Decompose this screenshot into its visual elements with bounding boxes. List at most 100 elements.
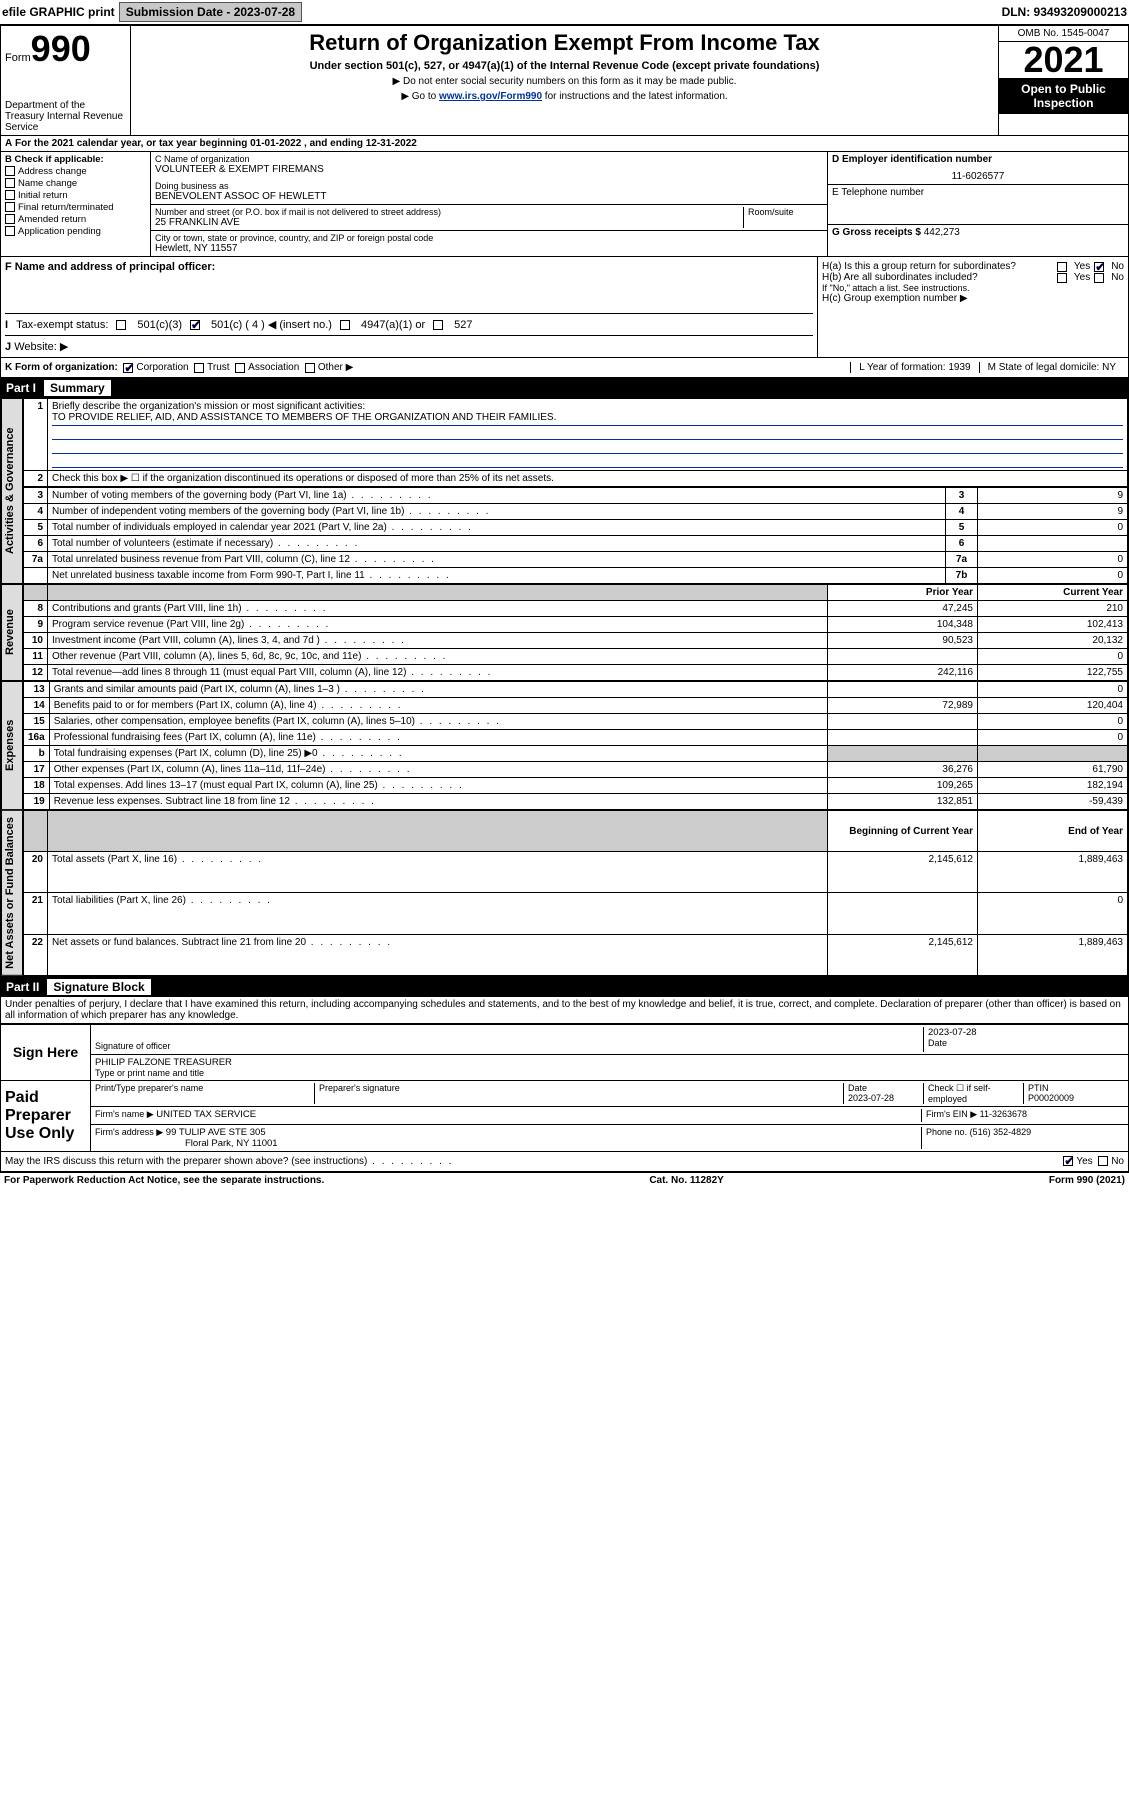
cb-label-initial: Initial return [18,190,68,201]
table-row: 10Investment income (Part VIII, column (… [24,633,1128,649]
table-row: 22Net assets or fund balances. Subtract … [24,934,1128,975]
checkbox-trust[interactable] [194,363,204,373]
gross-label: G Gross receipts $ [832,227,921,238]
form-label: Form [5,52,31,64]
assoc-label: Association [248,362,299,373]
checkbox-other[interactable] [305,363,315,373]
form-header: Form990 Department of the Treasury Inter… [0,25,1129,136]
part1-num: Part I [6,381,36,395]
ein-label: D Employer identification number [832,154,992,165]
check-self-employed: Check ☐ if self-employed [924,1083,1024,1104]
firm-addr-label: Firm's address ▶ [95,1127,163,1137]
checkbox-final[interactable] [5,202,15,212]
checkbox-hb-no[interactable] [1094,273,1104,283]
room-label: Room/suite [748,207,823,217]
checkbox-amended[interactable] [5,214,15,224]
prep-sig-label: Preparer's signature [315,1083,844,1104]
table-row: 3Number of voting members of the governi… [24,488,1128,504]
line-i-label: I [5,319,8,331]
checkbox-corp[interactable] [123,363,133,373]
dba-label: Doing business as [155,181,823,191]
table-row: 17Other expenses (Part IX, column (A), l… [24,762,1128,778]
top-toolbar: efile GRAPHIC print Submission Date - 20… [0,0,1129,25]
table-row: 20Total assets (Part X, line 16)2,145,61… [24,852,1128,893]
prep-name-label: Print/Type preparer's name [95,1083,315,1104]
form-subtitle: Under section 501(c), 527, or 4947(a)(1)… [135,60,994,72]
hb-yes: Yes [1074,272,1090,283]
checkbox-ha-no[interactable] [1094,262,1104,272]
line2-desc: Check this box ▶ ☐ if the organization d… [48,471,1128,487]
checkbox-501c[interactable] [190,320,200,330]
form-note-ssn: ▶ Do not enter social security numbers o… [135,76,994,87]
footer-left: For Paperwork Reduction Act Notice, see … [4,1175,324,1186]
type-name-label: Type or print name and title [95,1068,1124,1078]
hc-label: H(c) Group exemption number ▶ [822,293,1124,304]
checkbox-ha-yes[interactable] [1057,262,1067,272]
org-dba: BENEVOLENT ASSOC OF HEWLETT [155,191,823,202]
irs-no: No [1111,1156,1124,1167]
table-row: 8Contributions and grants (Part VIII, li… [24,601,1128,617]
checkbox-initial[interactable] [5,190,15,200]
vtab-net-assets: Net Assets or Fund Balances [1,810,23,976]
ha-no: No [1111,261,1124,272]
gross-value: 442,273 [924,227,960,238]
part1-title: Summary [44,380,111,396]
page-footer: For Paperwork Reduction Act Notice, see … [0,1172,1129,1188]
section-h: H(a) Is this a group return for subordin… [818,257,1128,357]
dept-treasury: Department of the Treasury Internal Reve… [5,100,126,133]
ptin-label: PTIN [1028,1083,1049,1093]
4947-label: 4947(a)(1) or [361,319,425,331]
table-row: 16aProfessional fundraising fees (Part I… [24,730,1128,746]
checkbox-501c3[interactable] [116,320,126,330]
501c-label: 501(c) ( 4 ) ◀ (insert no.) [211,318,332,331]
line-k: K Form of organization: Corporation Trus… [0,358,1129,378]
line-k-label: K Form of organization: [5,362,118,373]
goto-pre: ▶ Go to [401,91,439,102]
phone-value: (516) 352-4829 [970,1127,1032,1137]
open-inspection: Open to Public Inspection [999,78,1128,114]
table-row: 9Program service revenue (Part VIII, lin… [24,617,1128,633]
checkbox-address-change[interactable] [5,166,15,176]
checkbox-irs-yes[interactable] [1063,1156,1073,1166]
officer-label: F Name and address of principal officer: [5,261,215,273]
checkbox-hb-yes[interactable] [1057,273,1067,283]
part1-header: Part I Summary [0,378,1129,398]
table-row: 11Other revenue (Part VIII, column (A), … [24,649,1128,665]
irs-link[interactable]: www.irs.gov/Form990 [439,91,542,102]
line1-num: 1 [24,399,48,471]
form-title: Return of Organization Exempt From Incom… [135,30,994,56]
submission-date-button[interactable]: Submission Date - 2023-07-28 [119,2,302,22]
checkbox-assoc[interactable] [235,363,245,373]
website-label: Website: ▶ [14,341,68,353]
firm-ein-label: Firm's EIN ▶ [926,1109,977,1119]
section-c-name: C Name of organization VOLUNTEER & EXEMP… [151,152,828,256]
ein-value: 11-6026577 [832,171,1124,182]
goto-post: for instructions and the latest informat… [542,91,728,102]
other-label: Other ▶ [318,362,353,373]
phone-label: E Telephone number [832,187,924,198]
checkbox-4947[interactable] [340,320,350,330]
firm-addr1: 99 TULIP AVE STE 305 [166,1127,266,1138]
mission-text: TO PROVIDE RELIEF, AID, AND ASSISTANCE T… [52,412,1123,426]
checkbox-irs-no[interactable] [1098,1156,1108,1166]
section-b-check: B Check if applicable: Address change Na… [1,152,151,256]
city-label: City or town, state or province, country… [155,233,823,243]
section-b-label: B Check if applicable: [5,154,104,165]
checkbox-name-change[interactable] [5,178,15,188]
ha-label: H(a) Is this a group return for subordin… [822,261,1053,272]
dln-label: DLN: 93493209000213 [1002,5,1127,19]
form-number: 990 [31,28,91,69]
trust-label: Trust [207,362,229,373]
paid-preparer-label: Paid Preparer Use Only [1,1081,91,1151]
part2-num: Part II [6,980,39,994]
ptin-value: P00020009 [1028,1093,1074,1103]
part2-header: Part II Signature Block [0,977,1129,997]
table-row: 7aTotal unrelated business revenue from … [24,552,1128,568]
hb-no: No [1111,272,1124,283]
table-row: 6Total number of volunteers (estimate if… [24,536,1128,552]
checkbox-pending[interactable] [5,226,15,236]
officer-name: PHILIP FALZONE TREASURER [95,1057,1124,1068]
firm-ein: 11-3263678 [980,1109,1027,1119]
cb-label-name: Name change [18,178,77,189]
checkbox-527[interactable] [433,320,443,330]
